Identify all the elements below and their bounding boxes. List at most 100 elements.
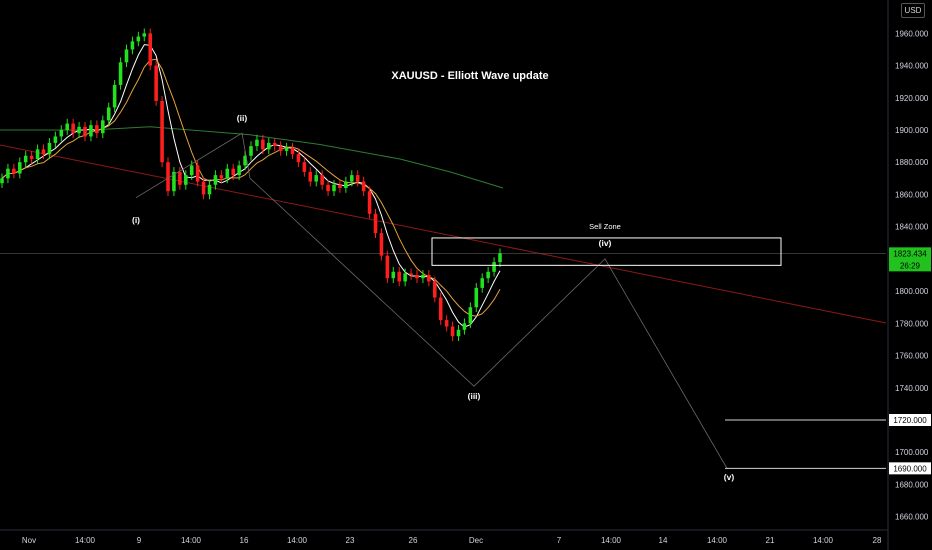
candle-body bbox=[219, 175, 224, 179]
y-tick-label: 1760.000 bbox=[895, 352, 929, 361]
candle-body bbox=[385, 255, 390, 279]
candle-body bbox=[53, 136, 58, 143]
candle-body bbox=[314, 175, 318, 182]
ma-mid-line bbox=[1, 58, 501, 317]
candle-body bbox=[130, 41, 135, 50]
x-tick-label: 14:00 bbox=[181, 536, 202, 545]
candle-body bbox=[213, 175, 218, 185]
candle-body bbox=[189, 165, 194, 176]
sell-zone-box bbox=[431, 237, 782, 266]
sell-zone-label: Sell Zone bbox=[589, 222, 621, 231]
candle-body bbox=[41, 149, 46, 155]
candle-body bbox=[166, 162, 170, 192]
candle-body bbox=[267, 142, 271, 150]
x-tick-label: 21 bbox=[766, 536, 775, 545]
candle-body bbox=[35, 149, 40, 160]
candle-body bbox=[397, 271, 401, 282]
candle-body bbox=[296, 154, 301, 163]
candle-body bbox=[261, 139, 265, 150]
x-tick-label: 7 bbox=[557, 536, 562, 545]
candle-body bbox=[272, 142, 277, 147]
candle-body bbox=[89, 125, 93, 137]
currency-button[interactable]: USD bbox=[901, 3, 925, 18]
wave-label: (i) bbox=[132, 215, 140, 225]
candle-body bbox=[237, 165, 241, 176]
candle-body bbox=[474, 287, 479, 308]
candle-body bbox=[59, 130, 64, 137]
candle-body bbox=[71, 123, 75, 134]
candle-body bbox=[320, 175, 324, 185]
candle-body bbox=[284, 147, 289, 151]
y-tick-label: 1780.000 bbox=[895, 319, 929, 328]
candle-body bbox=[278, 146, 283, 151]
candle-body bbox=[433, 281, 437, 298]
candle-body bbox=[302, 162, 307, 172]
ma-fast-line bbox=[1, 44, 501, 328]
x-tick-label: 28 bbox=[873, 536, 882, 545]
candle-body bbox=[18, 162, 22, 174]
candle-body bbox=[136, 36, 141, 42]
candle-body bbox=[12, 168, 16, 174]
candle-body bbox=[29, 155, 34, 160]
candle-body bbox=[201, 181, 206, 195]
target-level-tag bbox=[889, 462, 931, 475]
y-tick-label: 1860.000 bbox=[895, 190, 929, 199]
candle-body bbox=[308, 171, 313, 182]
candle-body bbox=[255, 139, 259, 147]
candle-body bbox=[367, 191, 372, 214]
wave-path bbox=[135, 132, 728, 469]
x-tick-label: Dec bbox=[469, 536, 483, 545]
candle-body bbox=[95, 125, 99, 134]
candle-body bbox=[6, 168, 10, 179]
candle-body bbox=[118, 62, 123, 85]
candle-body bbox=[438, 297, 443, 321]
candle-body bbox=[83, 126, 87, 137]
x-tick-label: 16 bbox=[240, 536, 249, 545]
y-tick-label: 1880.000 bbox=[895, 158, 929, 167]
candle-body bbox=[498, 253, 502, 263]
candle-body bbox=[178, 171, 182, 185]
candle-body bbox=[154, 65, 158, 102]
candle-body bbox=[427, 275, 431, 282]
y-tick-label: 1900.000 bbox=[895, 126, 929, 135]
candle-body bbox=[350, 175, 354, 182]
x-tick-label: 14 bbox=[659, 536, 668, 545]
candle-body bbox=[65, 123, 69, 131]
candle-body bbox=[195, 165, 200, 182]
x-tick-label: 14:00 bbox=[707, 536, 728, 545]
y-tick-label: 1700.000 bbox=[895, 448, 929, 457]
candle-body bbox=[421, 275, 425, 279]
y-tick-label: 1800.000 bbox=[895, 287, 929, 296]
candle-body bbox=[0, 178, 4, 184]
wave-label: (iii) bbox=[468, 391, 481, 401]
target-level-tag bbox=[889, 414, 931, 426]
x-tick-label: 14:00 bbox=[287, 536, 308, 545]
candle-body bbox=[142, 33, 147, 37]
candle-body bbox=[338, 184, 342, 189]
candle-body bbox=[290, 147, 295, 155]
y-tick-label: 1740.000 bbox=[895, 384, 929, 393]
candle-body bbox=[225, 168, 230, 179]
candle-body bbox=[332, 184, 336, 192]
candle-body bbox=[450, 326, 455, 337]
x-tick-label: 14:00 bbox=[75, 536, 96, 545]
candle-body bbox=[391, 271, 396, 279]
candle-body bbox=[124, 49, 129, 63]
y-tick-label: 1840.000 bbox=[895, 223, 929, 232]
candle-body bbox=[355, 175, 360, 182]
chart-title: XAUUSD - Elliott Wave update bbox=[391, 70, 549, 82]
candle-body bbox=[101, 120, 105, 134]
current-price-value: 1823.434 bbox=[893, 249, 927, 258]
candle-body bbox=[249, 146, 253, 156]
candle-body bbox=[23, 155, 28, 163]
wave-label: (v) bbox=[724, 472, 735, 482]
candle-body bbox=[344, 181, 348, 189]
candle-body bbox=[207, 184, 212, 195]
x-tick-label: 14:00 bbox=[813, 536, 834, 545]
candle-body bbox=[468, 307, 473, 324]
y-tick-label: 1960.000 bbox=[895, 29, 929, 38]
y-tick-label: 1940.000 bbox=[895, 62, 929, 71]
countdown-value: 26:29 bbox=[900, 261, 921, 270]
candle-body bbox=[112, 84, 117, 108]
